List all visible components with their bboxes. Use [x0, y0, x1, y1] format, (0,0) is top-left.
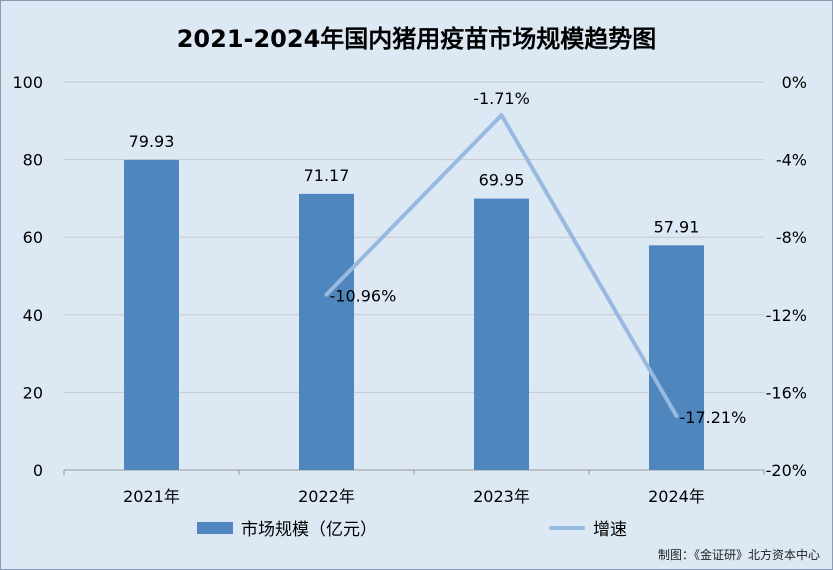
bar [124, 159, 179, 471]
legend-line-label: 增速 [593, 520, 627, 540]
bar-value-label: 71.17 [304, 166, 350, 185]
bar-value-label: 69.95 [479, 171, 525, 190]
category-label: 2023年 [473, 487, 530, 506]
line-series [324, 113, 679, 418]
legend-item-line: 增速 [549, 515, 627, 540]
legend-bar-label: 市场规模（亿元） [241, 520, 377, 540]
grid-layer [63, 81, 765, 475]
credit-text: 制图：《金证研》北方资本中心 [657, 548, 820, 562]
left-axis: 0 20 40 60 80 100 [12, 73, 43, 480]
right-tick-label: -4% [776, 151, 807, 170]
left-tick-label: 0 [33, 461, 43, 480]
x-axis: 2021年 2022年 2023年 2024年 [123, 487, 705, 506]
left-tick-label: 80 [23, 151, 43, 170]
legend-item-bar: 市场规模（亿元） [197, 515, 377, 540]
bar-value-label: 79.93 [129, 132, 175, 151]
right-tick-label: -8% [776, 228, 807, 247]
line-value-label: -17.21% [680, 408, 747, 427]
line-value-label: -1.71% [473, 89, 530, 108]
left-tick-label: 100 [12, 73, 43, 92]
legend-bar-swatch [197, 521, 233, 534]
left-tick-label: 40 [23, 306, 43, 325]
left-tick-label: 20 [23, 383, 43, 402]
chart-title: 2021-2024年国内猪用疫苗市场规模趋势图 [176, 25, 657, 53]
data-labels: 79.93 71.17 69.95 57.91 -10.96% -1.71% -17.21% [129, 89, 747, 427]
bar-series [124, 159, 704, 471]
right-tick-label: 0% [782, 73, 807, 92]
bar [299, 193, 354, 470]
right-tick-label: -20% [766, 461, 807, 480]
bar-value-label: 57.91 [654, 217, 700, 236]
right-tick-label: -12% [766, 306, 807, 325]
bar [474, 198, 529, 470]
category-label: 2022年 [298, 487, 355, 506]
legend: 市场规模（亿元） 增速 [1, 515, 832, 540]
bar [649, 245, 704, 470]
category-label: 2024年 [648, 487, 705, 506]
right-axis: 0% -4% -8% -12% -16% -20% [766, 73, 807, 480]
line-value-label: -10.96% [330, 287, 397, 306]
left-tick-label: 60 [23, 228, 43, 247]
legend-line-swatch [549, 525, 585, 530]
right-tick-label: -16% [766, 383, 807, 402]
growth-line [324, 113, 679, 418]
category-label: 2021年 [123, 487, 180, 506]
